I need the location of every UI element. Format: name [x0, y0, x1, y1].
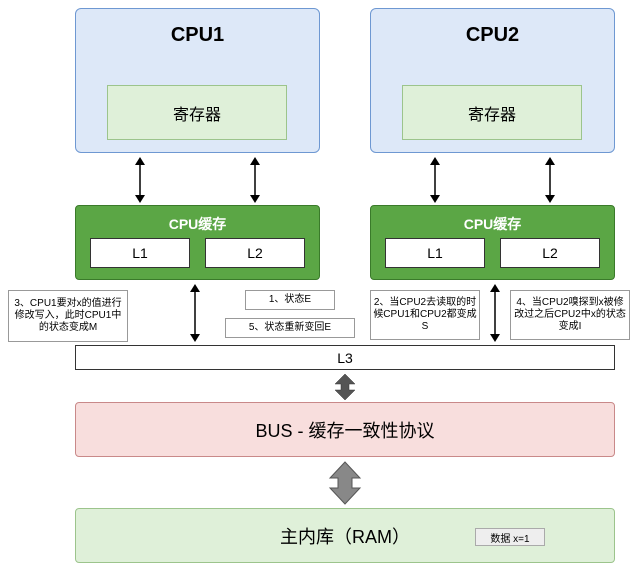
cpu1-register-label: 寄存器	[173, 101, 221, 125]
cpu1-register: 寄存器	[107, 85, 287, 140]
arrow-cpu1-cache1-up	[245, 155, 265, 205]
cache1-l2: L2	[205, 238, 305, 268]
note-4-text: 4、当CPU2嗅探到x被修改过之后CPU2中x的状态变成I	[513, 297, 627, 333]
note-5: 5、状态重新变回E	[225, 318, 355, 338]
arrow-cpu2-cache2-down	[425, 155, 445, 205]
cache2-title: CPU缓存	[371, 214, 614, 234]
cache1-l1-label: L1	[132, 245, 148, 261]
note-2: 2、当CPU2去读取的时候CPU1和CPU2都变成S	[370, 290, 480, 340]
data-box: 数据 x=1	[475, 528, 545, 546]
l3-box: L3	[75, 345, 615, 370]
bus-box: BUS - 缓存一致性协议	[75, 402, 615, 457]
bus-label: BUS - 缓存一致性协议	[255, 417, 434, 443]
cache2-l2-label: L2	[542, 245, 558, 261]
arrow-l3-bus	[330, 372, 360, 402]
note-2-text: 2、当CPU2去读取的时候CPU1和CPU2都变成S	[373, 297, 477, 333]
cache1-title: CPU缓存	[76, 214, 319, 234]
ram-label: 主内库（RAM）	[280, 523, 410, 549]
note-4: 4、当CPU2嗅探到x被修改过之后CPU2中x的状态变成I	[510, 290, 630, 340]
note-1: 1、状态E	[245, 290, 335, 310]
arrow-cache1-l3	[185, 282, 205, 344]
cpu2-register-label: 寄存器	[468, 101, 516, 125]
l3-label: L3	[337, 350, 353, 366]
cpu1-title: CPU1	[76, 24, 319, 47]
cache2-l1: L1	[385, 238, 485, 268]
cpu2-title: CPU2	[371, 24, 614, 47]
cache1-l2-label: L2	[247, 245, 263, 261]
note-3: 3、CPU1要对x的值进行修改写入，此时CPU1中的状态变成M	[8, 290, 128, 342]
cache2-l1-label: L1	[427, 245, 443, 261]
data-label: 数据 x=1	[490, 530, 529, 545]
arrow-bus-ram	[322, 460, 368, 506]
arrow-cpu2-cache2-up	[540, 155, 560, 205]
arrow-cpu1-cache1-down	[130, 155, 150, 205]
note-3-text: 3、CPU1要对x的值进行修改写入，此时CPU1中的状态变成M	[11, 298, 125, 334]
arrow-cache2-l3	[485, 282, 505, 344]
cache1-l1: L1	[90, 238, 190, 268]
note-5-text: 5、状态重新变回E	[249, 322, 331, 334]
cache2-l2: L2	[500, 238, 600, 268]
cpu2-register: 寄存器	[402, 85, 582, 140]
note-1-text: 1、状态E	[269, 294, 311, 306]
